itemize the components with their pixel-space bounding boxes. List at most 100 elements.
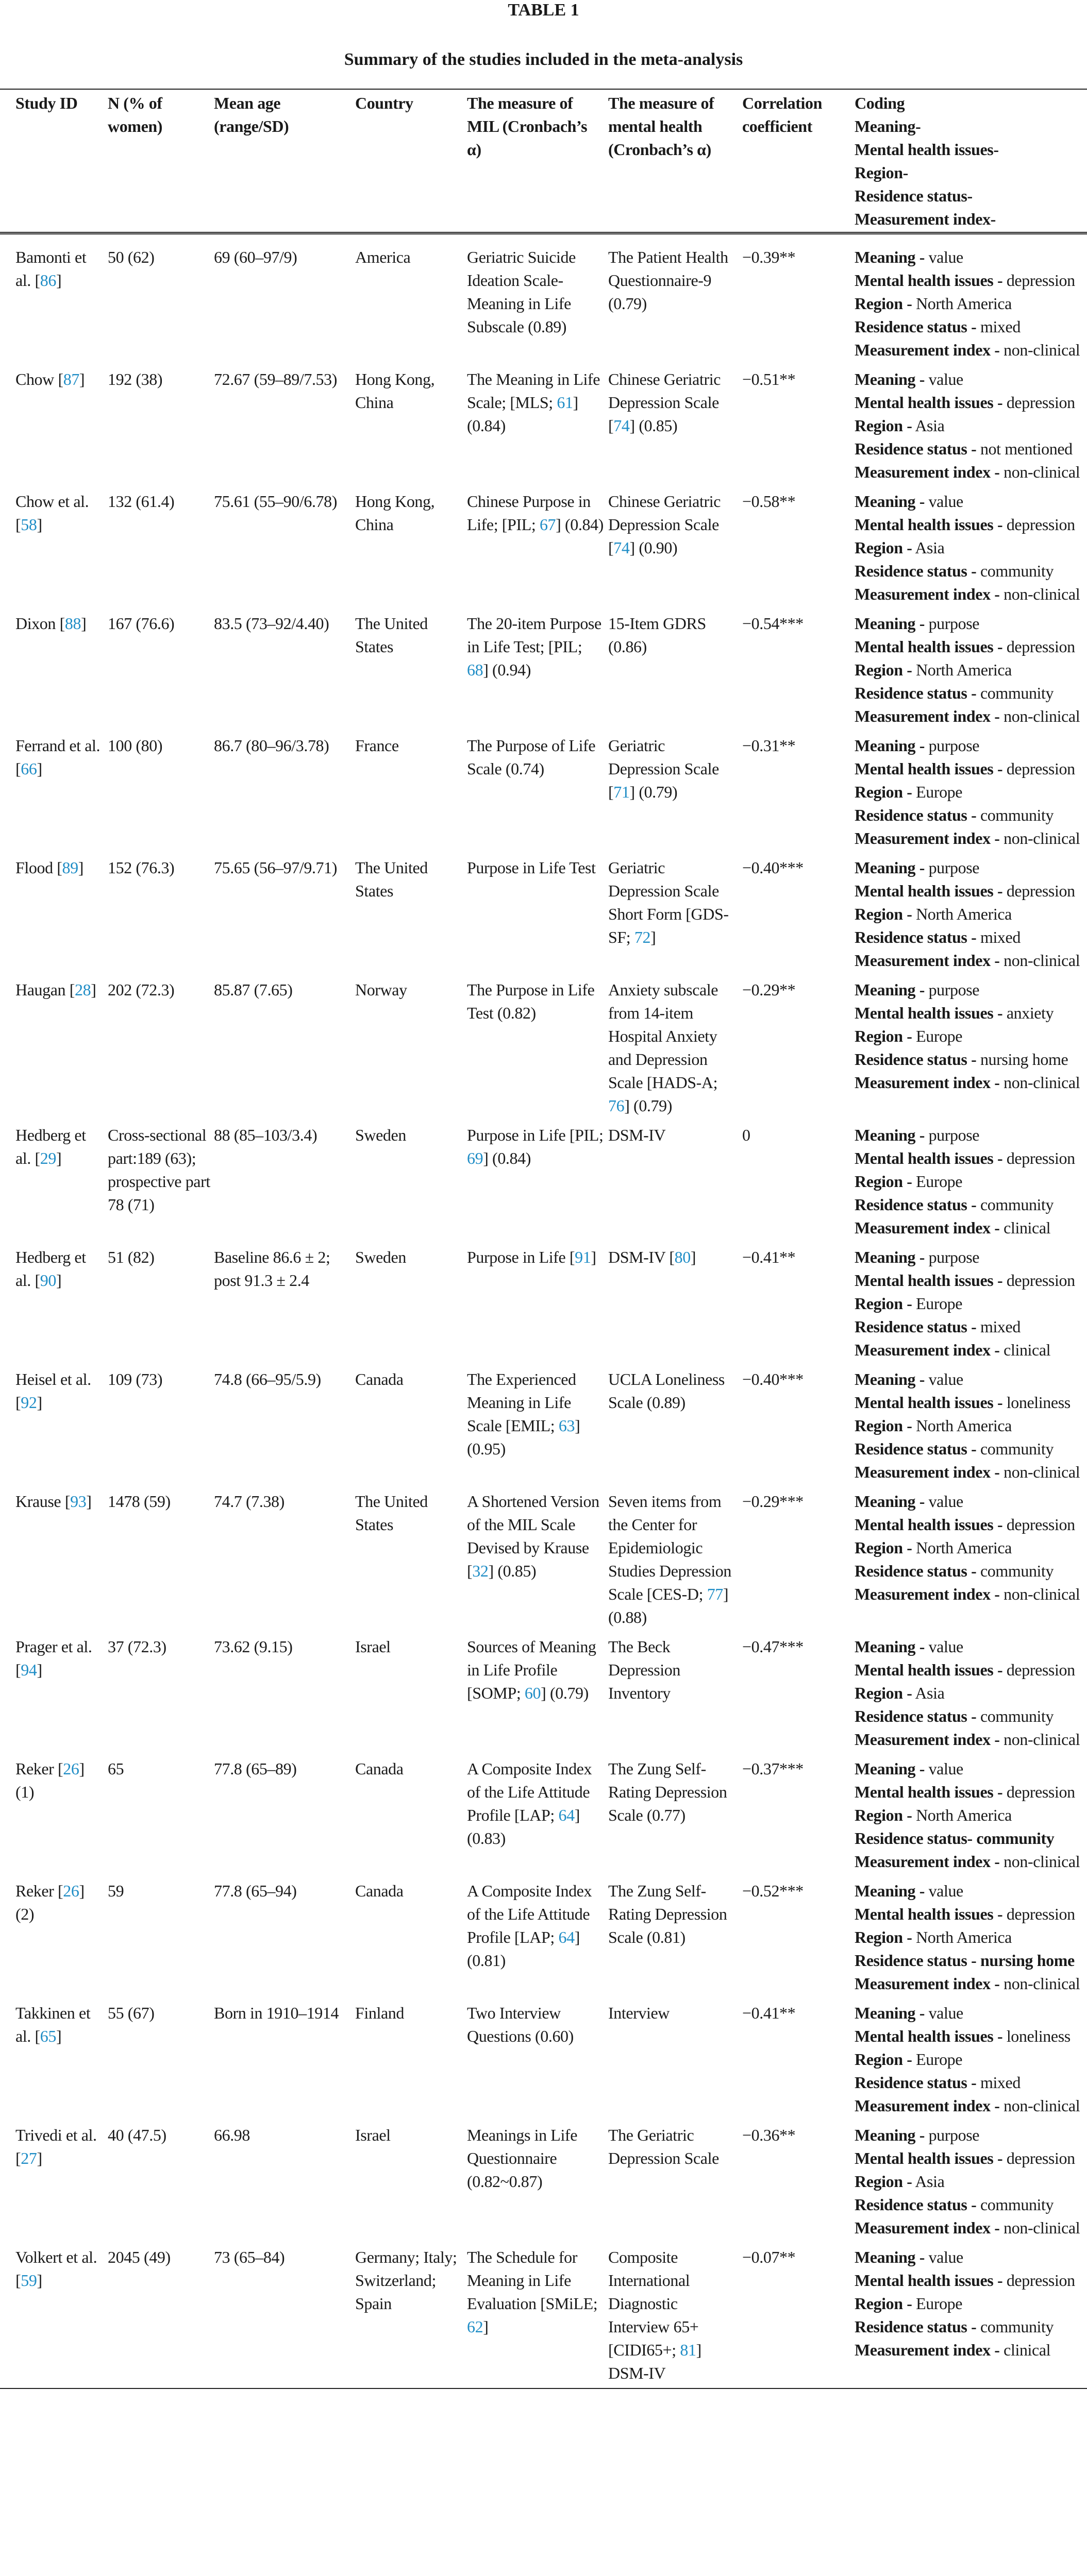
cell-text: 88 (85–103/3.4)	[214, 1126, 317, 1144]
country-cell: Norway	[355, 975, 467, 1121]
reference-link[interactable]: 69	[467, 1149, 483, 1167]
reference-link[interactable]: 87	[63, 370, 80, 388]
reference-link[interactable]: 77	[707, 1585, 724, 1603]
table-row: Trivedi et al. [27] 40 (47.5) 66.98 Israel M…	[0, 2121, 1087, 2243]
coding-value: Europe	[916, 1172, 963, 1191]
coding-line: Region - Asia	[855, 414, 1084, 437]
reference-link[interactable]: 91	[575, 1248, 591, 1266]
country-cell: Finland	[355, 1998, 467, 2121]
coding-label: Mental health issues -	[855, 2149, 1003, 2167]
reference-link[interactable]: 81	[680, 2341, 696, 2359]
reference-link[interactable]: 32	[472, 1562, 489, 1580]
coding-label: Region -	[855, 1806, 912, 1824]
coding-line: Meaning - purpose	[855, 612, 1084, 635]
coding-value: nursing home	[980, 1050, 1068, 1069]
coding-value: purpose	[928, 1248, 980, 1266]
study-id-cell: Takkinen et al. [65]	[0, 1998, 108, 2121]
reference-link[interactable]: 29	[40, 1149, 57, 1167]
mental-health-measure-cell: Geriatric Depression Scale Short Form [G…	[608, 853, 742, 975]
reference-link[interactable]: 90	[40, 1271, 57, 1290]
coding-label: Mental health issues -	[855, 1393, 1003, 1412]
reference-link[interactable]: 64	[558, 1806, 575, 1824]
n-cell: 2045 (49)	[108, 2243, 214, 2388]
mil-measure-cell: The 20-item Purpose in Life Test; [PIL; …	[467, 609, 608, 731]
cell-text: 77.8 (65–94)	[214, 1882, 297, 1900]
cell-text: Canada	[355, 1759, 404, 1778]
coding-line: Residence status - nursing home	[855, 1048, 1084, 1071]
cell-text: Chow [	[15, 370, 63, 388]
cell-text: ] (0.95)	[467, 1416, 580, 1458]
coding-label: Meaning -	[855, 492, 925, 511]
reference-link[interactable]: 61	[557, 393, 573, 412]
coding-line: Meaning - value	[855, 1757, 1084, 1781]
coding-value: non-clinical	[1004, 463, 1080, 481]
coding-label: Measurement index -	[855, 1218, 1000, 1237]
reference-link[interactable]: 72	[634, 928, 651, 946]
reference-link[interactable]: 27	[21, 2149, 37, 2167]
coding-line: Mental health issues - depression	[855, 513, 1084, 536]
cell-text: Composite International Diagnostic Inter…	[608, 2248, 699, 2359]
table-caption: Summary of the studies included in the m…	[344, 50, 743, 69]
reference-link[interactable]: 93	[70, 1492, 87, 1511]
cell-text: ] (1)	[15, 1759, 85, 1801]
mental-health-measure-cell: Chinese Geriatric Depression Scale [74] …	[608, 365, 742, 487]
coding-cell: Meaning - purpose Mental health issues - …	[855, 609, 1087, 731]
reference-link[interactable]: 86	[40, 271, 57, 290]
reference-link[interactable]: 26	[63, 1759, 79, 1778]
reference-link[interactable]: 92	[21, 1393, 37, 1412]
mil-measure-cell: Purpose in Life [PIL; 69] (0.84)	[467, 1121, 608, 1243]
mil-measure-cell: The Purpose of Life Scale (0.74)	[467, 731, 608, 853]
reference-link[interactable]: 62	[467, 2317, 483, 2336]
reference-link[interactable]: 28	[74, 980, 91, 999]
coding-value: North America	[916, 1416, 1012, 1435]
reference-link[interactable]: 68	[467, 660, 483, 679]
reference-link[interactable]: 64	[558, 1928, 575, 1946]
correlation-cell: −0.37***	[742, 1759, 804, 1778]
coding-line: Meaning - value	[855, 1490, 1084, 1513]
reference-link[interactable]: 66	[21, 759, 37, 778]
cell-text: Hedberg et al. [	[15, 1248, 86, 1290]
study-id-cell: Volkert et al. [59]	[0, 2243, 108, 2388]
reference-link[interactable]: 60	[524, 1684, 541, 1702]
cell-text: Prager et al. [	[15, 1637, 92, 1679]
reference-link[interactable]: 59	[21, 2271, 37, 2290]
reference-link[interactable]: 88	[64, 614, 81, 633]
reference-link[interactable]: 63	[558, 1416, 575, 1435]
coding-label: Region -	[855, 2294, 912, 2313]
header-country: Country	[355, 94, 413, 112]
study-id-cell: Heisel et al. [92]	[0, 1365, 108, 1487]
reference-link[interactable]: 94	[21, 1660, 37, 1679]
reference-link[interactable]: 89	[62, 858, 79, 877]
cell-text: 40 (47.5)	[108, 2126, 166, 2144]
reference-link[interactable]: 80	[674, 1248, 691, 1266]
coding-line: Residence status- community	[855, 1827, 1084, 1850]
reference-link[interactable]: 26	[63, 1882, 79, 1900]
coding-line: Residence status - mixed	[855, 315, 1084, 338]
cell-text: Anxiety subscale from 14-item Hospital A…	[608, 980, 718, 1092]
mil-measure-cell: Two Interview Questions (0.60)	[467, 1998, 608, 2121]
reference-link[interactable]: 71	[613, 783, 630, 801]
coding-line: Residence status - community	[855, 560, 1084, 583]
coding-label: Residence status -	[855, 1439, 977, 1458]
coding-label: Measurement index -	[855, 585, 1000, 603]
reference-link[interactable]: 74	[613, 538, 630, 557]
coding-line: Measurement index - non-clinical	[855, 1972, 1084, 1995]
coding-line: Mental health issues - depression	[855, 391, 1084, 414]
coding-label: Residence status -	[855, 562, 977, 580]
reference-link[interactable]: 74	[613, 416, 630, 435]
mean-age-cell: 66.98	[214, 2121, 355, 2243]
study-id-cell: Ferrand et al. [66]	[0, 731, 108, 853]
coding-value: Asia	[915, 538, 945, 557]
reference-link[interactable]: 76	[608, 1096, 625, 1115]
reference-link[interactable]: 58	[21, 515, 37, 534]
header-mean-age: Mean age (range/SD)	[214, 94, 289, 135]
reference-link[interactable]: 65	[40, 2027, 57, 2045]
coding-value: Asia	[915, 1684, 945, 1702]
coding-label: Measurement index -	[855, 2096, 1000, 2115]
cell-text: The 20-item Purpose in Life Test; [PIL;	[467, 614, 601, 656]
cell-text: ]	[591, 1248, 596, 1266]
header-n: N (% of women)	[108, 94, 163, 135]
table-row: Takkinen et al. [65] 55 (67) Born in 1910–…	[0, 1998, 1087, 2121]
reference-link[interactable]: 67	[539, 515, 556, 534]
coding-line: Mental health issues - anxiety	[855, 1002, 1084, 1025]
